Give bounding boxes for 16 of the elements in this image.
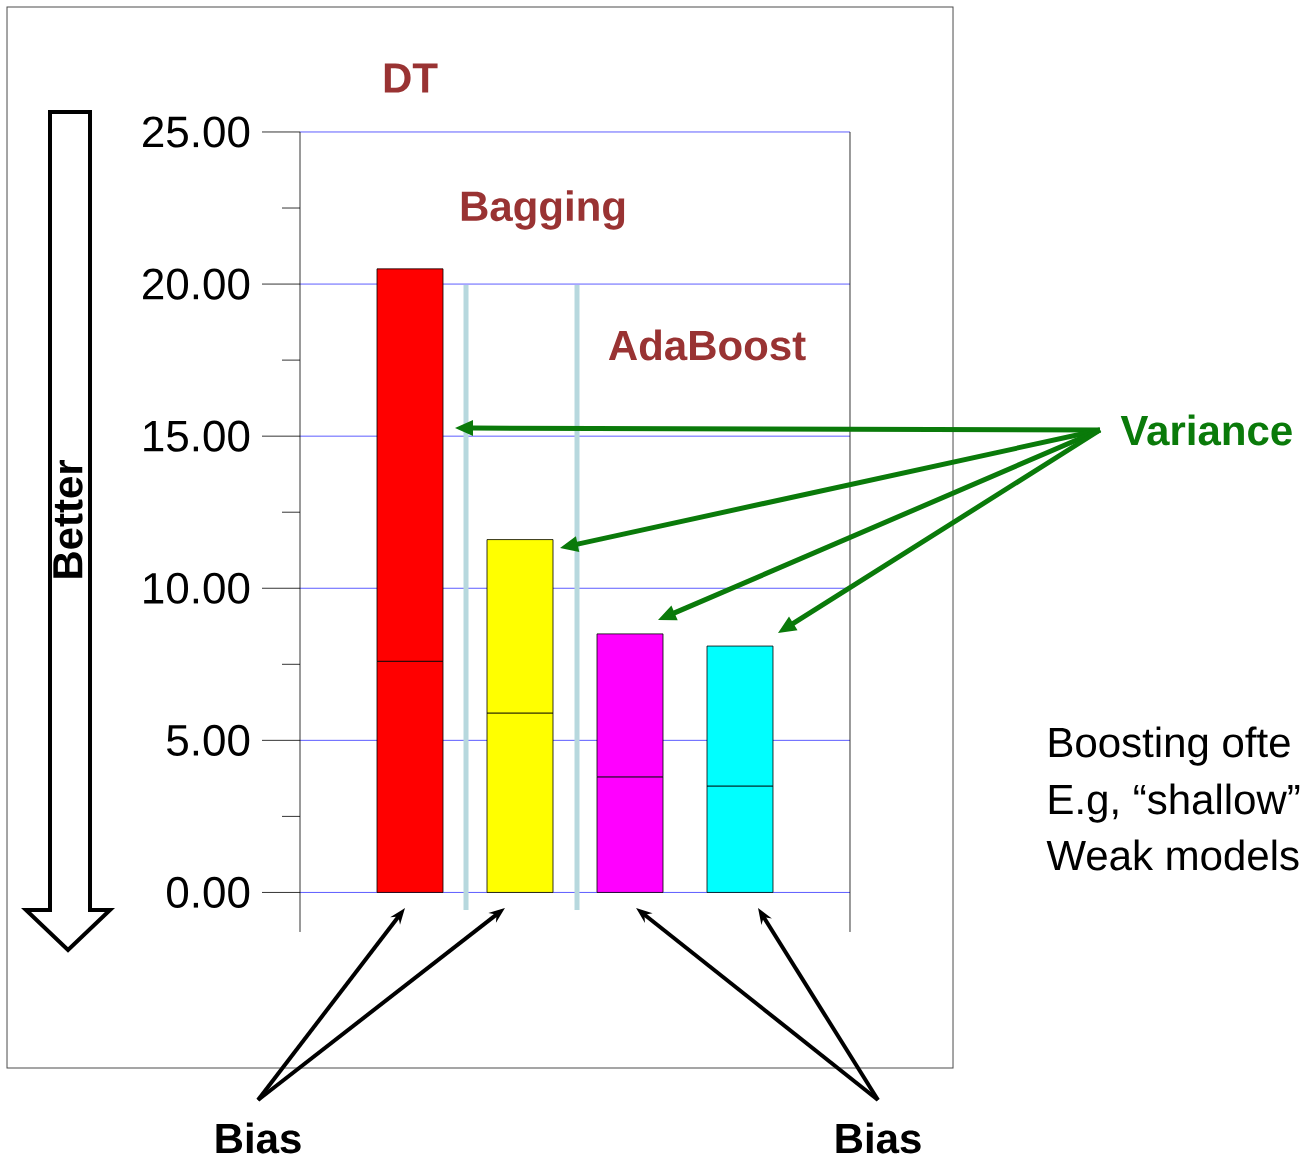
y-tick-label: 5.00 [167, 724, 250, 756]
text: Bias [216, 1122, 301, 1154]
annotation: AdaBoost [608, 329, 806, 361]
text: Bias [836, 1122, 921, 1154]
y-tick-label: 15.00 [144, 420, 250, 452]
text: Boosting ofte [1049, 726, 1290, 766]
y-tick-label: 20.00 [143, 268, 250, 300]
text: Better [53, 459, 83, 578]
text: Variance [1120, 414, 1292, 446]
y-tick-label: 0.00 [167, 876, 250, 909]
text: E.g, “shallow” [1049, 783, 1300, 823]
y-tick-label: 25.00 [143, 116, 250, 148]
y-tick-label: 10.00 [144, 572, 250, 604]
annotation: Bagging [461, 190, 625, 230]
text: DT [384, 63, 438, 93]
text: Weak models [1046, 839, 1299, 871]
